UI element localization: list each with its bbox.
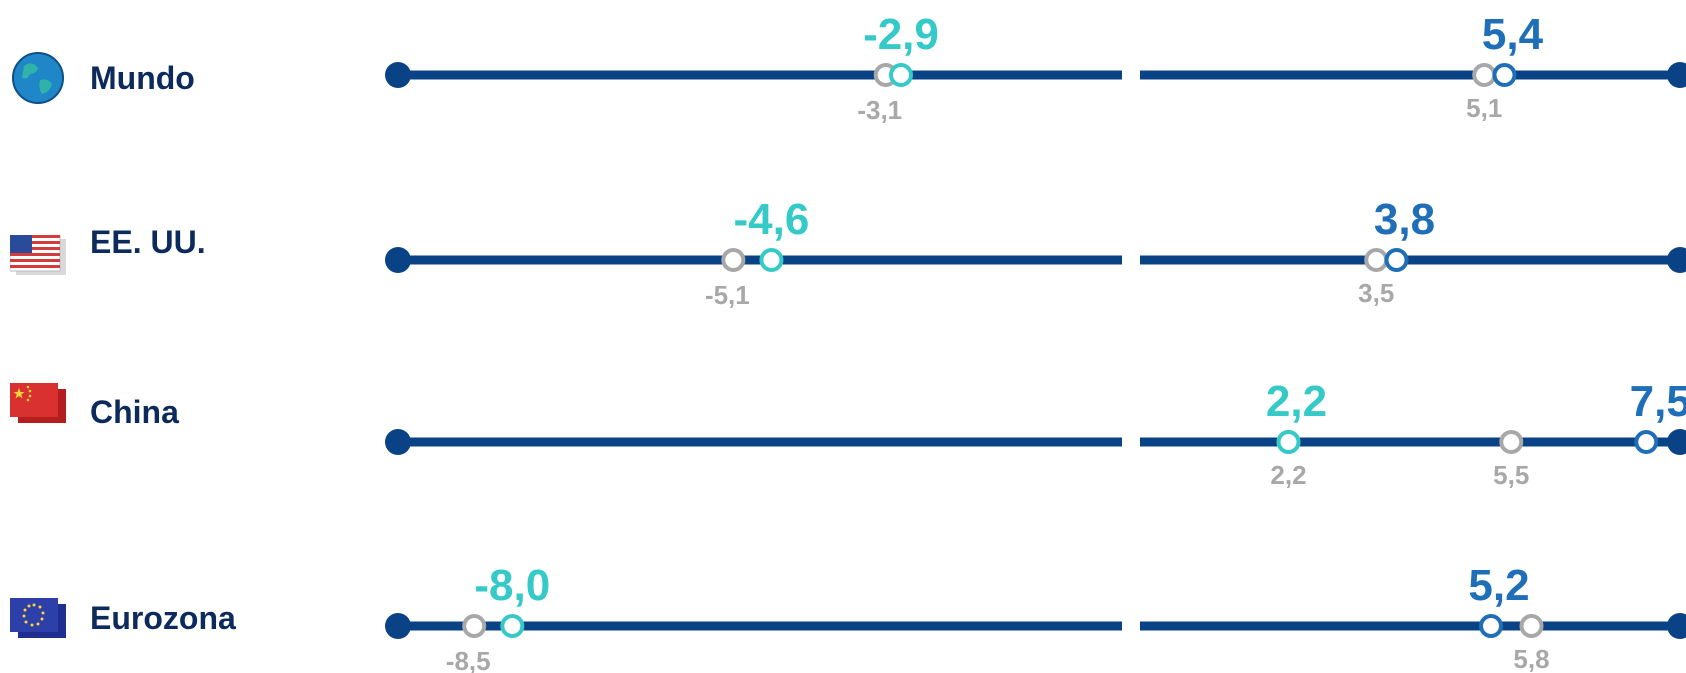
usa-flag-icon (10, 235, 66, 275)
current-marker (888, 63, 913, 87)
current-value-label: 5,2 (1468, 561, 1529, 610)
track-start-dot (385, 613, 411, 639)
row-label: China (90, 394, 179, 430)
current-marker (1634, 430, 1659, 454)
previous-marker (1472, 63, 1497, 87)
previous-marker (721, 248, 746, 272)
current-value-label: -4,6 (734, 195, 810, 244)
previous-value-label: -8,5 (446, 646, 491, 673)
track-start-dot (385, 62, 411, 88)
track-start-dot (385, 247, 411, 273)
previous-value-label: 2,2 (1270, 460, 1306, 490)
current-marker (1492, 63, 1517, 87)
current-marker (1384, 248, 1409, 272)
current-value-label: 7,5 (1630, 377, 1686, 426)
globe-icon (12, 52, 64, 104)
previous-marker (1519, 614, 1544, 638)
current-value-label: 5,4 (1482, 10, 1544, 59)
china-flag-icon (10, 383, 66, 423)
row-mundo: Mundo (0, 0, 1686, 160)
current-value-label: -8,0 (474, 561, 550, 610)
row-china: China (0, 0, 1686, 430)
previous-value-label: -3,1 (857, 95, 902, 125)
previous-value-label: 3,5 (1358, 278, 1394, 308)
previous-value-label: 5,5 (1493, 460, 1529, 490)
eu-flag-icon (10, 598, 66, 638)
row-usa: EE. UU. (0, 0, 1686, 275)
previous-value-label: 5,8 (1513, 644, 1549, 673)
track-start-dot (385, 429, 411, 455)
previous-value-label: -5,1 (705, 280, 750, 310)
previous-marker (1364, 248, 1389, 272)
track-end-dot (1667, 429, 1686, 455)
current-value-label: -2,9 (863, 10, 939, 59)
previous-marker (1499, 430, 1524, 454)
current-value-label: 3,8 (1374, 195, 1435, 244)
current-marker (1479, 614, 1503, 638)
previous-marker (462, 614, 487, 638)
track-end-dot (1667, 613, 1686, 639)
row-label: EE. UU. (90, 224, 206, 260)
track-end-dot (1667, 62, 1686, 88)
current-value-label: 2,2 (1266, 377, 1327, 426)
current-marker (500, 614, 525, 638)
row-label: Mundo (90, 60, 195, 96)
previous-value-label: 5,1 (1466, 93, 1502, 123)
row-label: Eurozona (90, 600, 236, 636)
row-eurozona: Eurozona (0, 0, 1686, 638)
current-marker (759, 248, 784, 272)
track-end-dot (1667, 247, 1686, 273)
current-marker (1276, 430, 1301, 454)
